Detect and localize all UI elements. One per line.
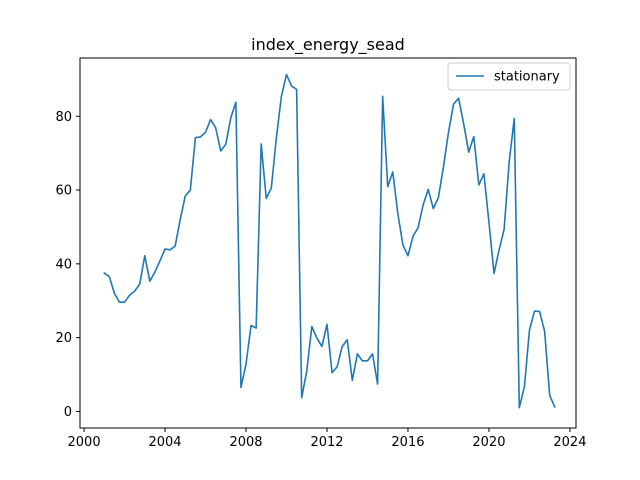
legend: stationary	[447, 62, 571, 91]
y-tick-label: 0	[64, 405, 72, 420]
y-tick-label: 60	[55, 184, 72, 199]
x-tick-label: 2004	[148, 435, 181, 450]
plot-area	[103, 73, 556, 409]
x-tick-label: 2012	[310, 435, 343, 450]
plot-frame	[79, 57, 577, 429]
x-tick-label: 2020	[472, 435, 505, 450]
x-tick-label: 2024	[553, 435, 586, 450]
x-tick-label: 2000	[68, 435, 101, 450]
chart-title: index_energy_sead	[251, 35, 405, 55]
legend-label: stationary	[494, 70, 560, 85]
series-line-stationary	[103, 73, 556, 409]
y-tick-label: 40	[55, 257, 72, 272]
legend-box	[447, 62, 571, 91]
x-tick-label: 2016	[391, 435, 424, 450]
y-tick-label: 80	[55, 110, 72, 125]
y-tick-label: 20	[55, 331, 72, 346]
x-tick-label: 2008	[229, 435, 262, 450]
